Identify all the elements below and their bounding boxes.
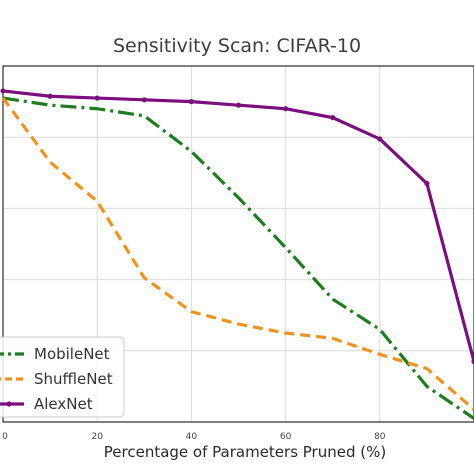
series-point-alexnet bbox=[283, 106, 289, 112]
chart-title: Sensitivity Scan: CIFAR-10 bbox=[113, 35, 361, 57]
series-point-alexnet bbox=[471, 358, 474, 365]
series-point-alexnet bbox=[188, 99, 194, 105]
x-tick-label: 20 bbox=[91, 432, 103, 442]
series-point-alexnet bbox=[47, 93, 53, 99]
legend: MobileNet ShuffleNet AlexNet bbox=[0, 336, 125, 418]
legend-box bbox=[0, 336, 125, 418]
x-tick-label: 60 bbox=[280, 432, 292, 442]
legend-label-mobilenet: MobileNet bbox=[34, 345, 110, 363]
series-point-alexnet bbox=[377, 136, 383, 142]
series-point-alexnet bbox=[330, 115, 336, 121]
x-tick-labels: 0 20 40 60 80 bbox=[2, 432, 386, 442]
x-tick-label: 80 bbox=[374, 432, 386, 442]
legend-label-shufflenet: ShuffleNet bbox=[34, 370, 113, 388]
series-point-alexnet bbox=[141, 97, 147, 103]
legend-label-alexnet: AlexNet bbox=[34, 395, 93, 413]
series-point-alexnet bbox=[0, 88, 6, 94]
series-line-shufflenet bbox=[1, 97, 474, 411]
series-point-alexnet bbox=[235, 102, 242, 108]
x-axis-label: Percentage of Parameters Pruned (%) bbox=[104, 443, 386, 461]
legend-marker-alexnet bbox=[6, 401, 12, 407]
plot-area-frame bbox=[2, 65, 474, 423]
series-line-mobilenet bbox=[2, 96, 474, 420]
x-tick-label: 40 bbox=[186, 432, 198, 442]
series-line-alexnet bbox=[2, 89, 474, 362]
series-point-alexnet bbox=[424, 180, 430, 187]
series-point-alexnet bbox=[94, 95, 100, 101]
x-tick-label: 0 bbox=[2, 432, 8, 442]
series-lines bbox=[0, 88, 474, 420]
